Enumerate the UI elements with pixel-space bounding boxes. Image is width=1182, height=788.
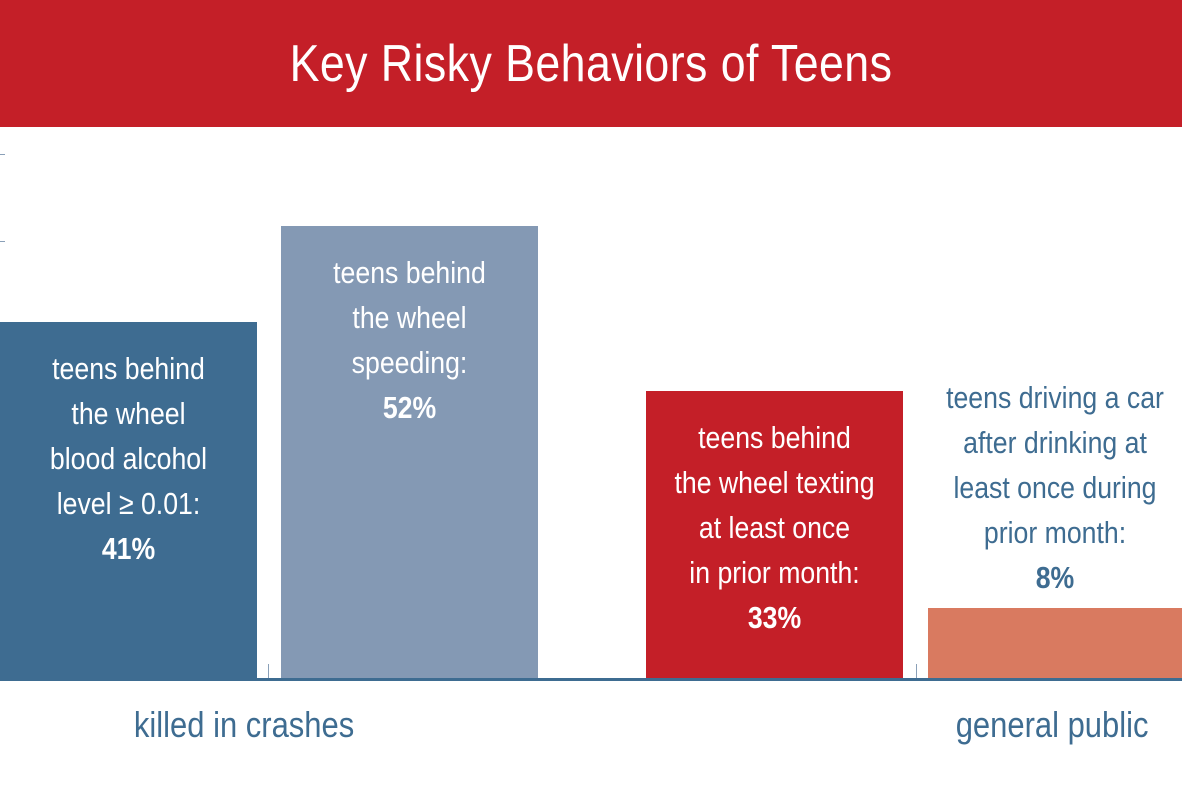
chart-title: Key Risky Behaviors of Teens: [289, 34, 893, 93]
bar-texting: [646, 391, 903, 678]
bar-value-label: 52%: [382, 390, 437, 425]
bar-drinking-driving: [928, 608, 1182, 678]
bar-label-line: the wheel: [71, 395, 186, 431]
bar-value-label: 8%: [1035, 560, 1075, 596]
bar-label-line: the wheel texting: [674, 465, 875, 501]
bar-label-line: blood alcohol: [49, 440, 208, 476]
bar-label-line: teens driving a car: [946, 380, 1164, 416]
bar-label-line: teens behind: [52, 350, 205, 386]
bar-label-line: level ≥ 0.01:: [56, 485, 201, 521]
x-axis-line: [0, 678, 1182, 681]
bar-label-line: in prior month:: [689, 555, 860, 591]
bar-label-blood-alcohol: teens behind the wheel blood alcohol lev…: [1, 346, 256, 571]
bar-speeding: [281, 226, 538, 678]
bar-label-line: the wheel: [352, 300, 467, 335]
group-label-general-public: general public: [955, 704, 1149, 745]
bar-label-line: after drinking at: [963, 425, 1147, 461]
axis-tick: [916, 664, 917, 678]
bar-label-line: speeding:: [351, 345, 468, 380]
bar-label-line: teens behind: [333, 255, 486, 290]
bar-label-line: teens behind: [698, 420, 851, 456]
y-axis-tick: [0, 154, 5, 155]
axis-tick: [268, 664, 269, 678]
bar-label-line: least once during: [953, 470, 1157, 506]
bar-label-speeding: teens behind the wheel speeding: 52%: [282, 250, 537, 430]
title-banner: Key Risky Behaviors of Teens: [0, 0, 1182, 127]
y-axis-tick: [0, 241, 5, 242]
bar-blood-alcohol: [0, 321, 257, 678]
bar-label-line: at least once: [698, 510, 851, 546]
bar-label-drinking-driving: teens driving a car after drinking at le…: [929, 375, 1182, 600]
group-label-killed-in-crashes: killed in crashes: [133, 704, 355, 745]
bar-value-label: 33%: [747, 600, 802, 636]
bar-label-texting: teens behind the wheel texting at least …: [647, 415, 902, 640]
bar-label-line: prior month:: [983, 515, 1127, 551]
bar-value-label: 41%: [101, 530, 156, 566]
